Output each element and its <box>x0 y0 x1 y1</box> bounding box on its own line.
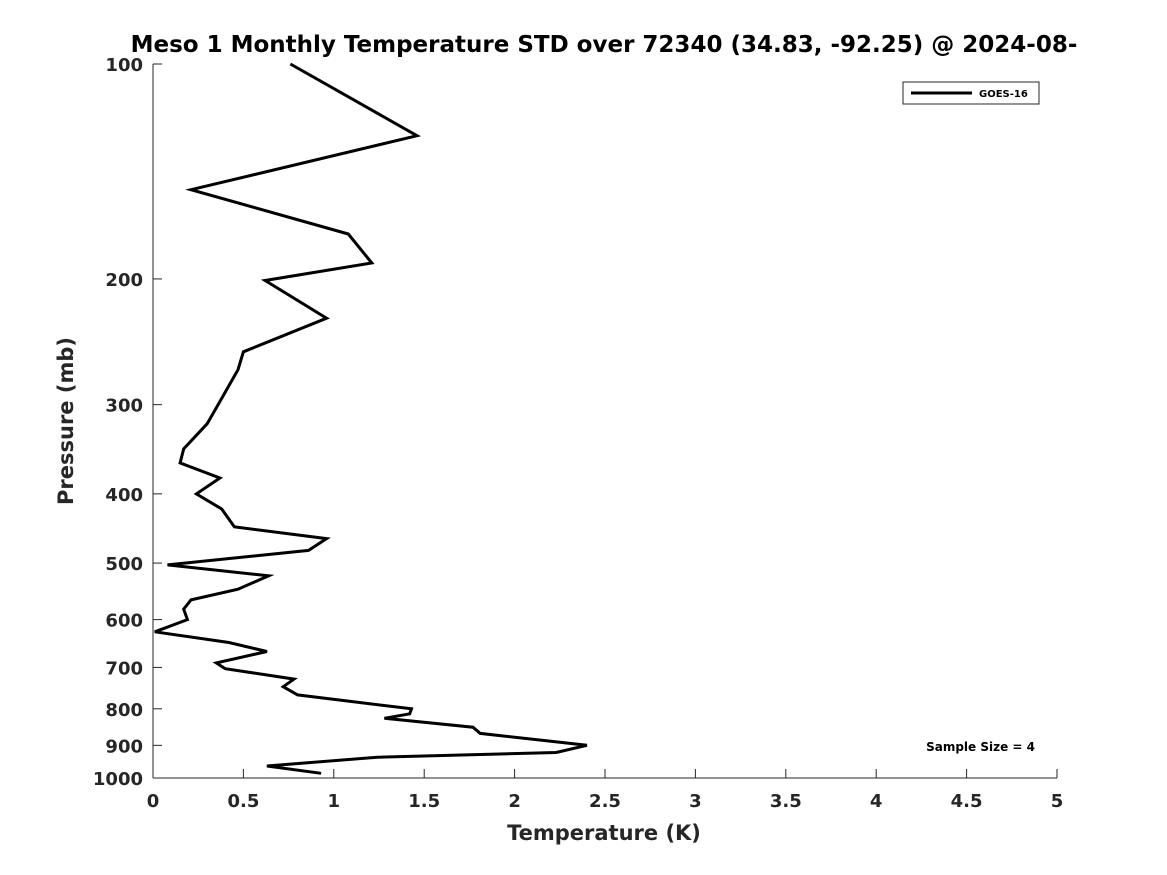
y-tick-label: 600 <box>105 611 143 632</box>
x-tick-label: 4.5 <box>951 791 983 812</box>
x-tick-label: 5 <box>1051 791 1064 812</box>
x-tick-label: 2 <box>508 791 521 812</box>
chart-title: Meso 1 Monthly Temperature STD over 7234… <box>131 32 1078 58</box>
legend: GOES-16 <box>902 81 1040 105</box>
x-tick-label: 0.5 <box>227 791 259 812</box>
series-line-goes-16 <box>154 62 588 775</box>
legend-label: GOES-16 <box>979 89 1028 100</box>
y-tick-label: 400 <box>105 485 143 506</box>
x-tick-label: 2.5 <box>589 791 621 812</box>
y-axis-ticks: 100 200 300 400 500 600 700 800 900 1000 <box>93 55 162 790</box>
x-axis-label: Temperature (K) <box>507 821 701 845</box>
y-tick-label: 300 <box>105 396 143 417</box>
series-layer <box>154 62 588 775</box>
x-tick-label: 3 <box>689 791 702 812</box>
y-tick-label: 200 <box>105 270 143 291</box>
x-tick-label: 4 <box>870 791 883 812</box>
y-axis-label: Pressure (mb) <box>54 337 78 505</box>
x-tick-label: 1 <box>328 791 341 812</box>
y-tick-label: 100 <box>105 55 143 76</box>
sample-size-annotation: Sample Size = 4 <box>926 740 1035 754</box>
y-tick-label: 900 <box>105 736 143 757</box>
x-axis-ticks: 0 0.5 1 1.5 2 2.5 3 3.5 4 4.5 5 <box>147 769 1064 812</box>
x-tick-label: 3.5 <box>770 791 802 812</box>
x-tick-label: 1.5 <box>408 791 440 812</box>
y-tick-label: 500 <box>105 554 143 575</box>
y-tick-label: 800 <box>105 700 143 721</box>
x-tick-label: 0 <box>147 791 160 812</box>
y-tick-label: 700 <box>105 658 143 679</box>
y-tick-label: 1000 <box>93 769 143 790</box>
